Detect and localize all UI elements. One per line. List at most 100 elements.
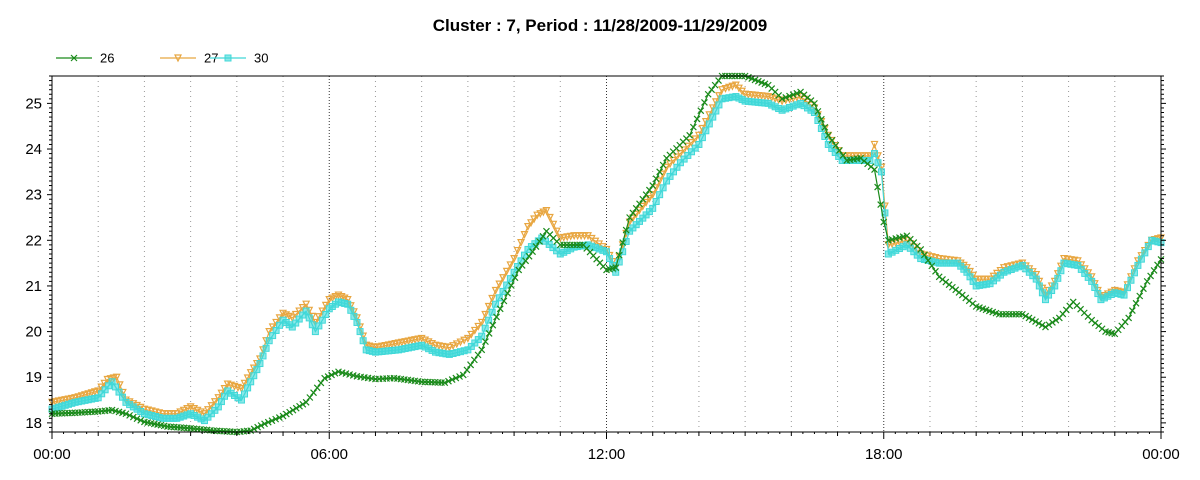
data-point (331, 292, 340, 301)
data-point (510, 254, 519, 263)
chart-title: Cluster : 7, Period : 11/28/2009-11/29/2… (433, 16, 768, 35)
data-point (811, 99, 818, 107)
data-point (824, 131, 832, 139)
data-point (1025, 314, 1033, 322)
series-layer (48, 72, 1165, 436)
data-point (1054, 274, 1062, 282)
data-point (489, 321, 497, 329)
data-point (240, 379, 249, 388)
data-point (467, 330, 476, 339)
data-point (821, 123, 829, 131)
x-tick-label: 18:00 (865, 446, 903, 463)
data-point (331, 369, 339, 377)
legend: 26 27 30 (56, 51, 268, 66)
data-point (254, 423, 262, 431)
data-point (478, 332, 486, 340)
data-point (615, 251, 623, 259)
data-point (527, 219, 535, 228)
data-point (122, 410, 130, 418)
data-point (1137, 255, 1145, 263)
data-point (636, 200, 643, 208)
legend-item: 27 (160, 51, 218, 66)
data-point (920, 251, 928, 259)
data-point (70, 54, 78, 62)
data-point (645, 186, 653, 194)
data-point (924, 256, 932, 264)
data-point (224, 54, 232, 62)
data-point (899, 237, 908, 246)
data-point (210, 398, 219, 407)
data-point (328, 371, 335, 379)
data-point (518, 261, 526, 269)
data-point (1128, 307, 1136, 315)
data-point (871, 150, 879, 158)
data-point (642, 198, 651, 207)
data-point (676, 159, 684, 167)
data-point (1144, 243, 1152, 251)
data-point (485, 316, 493, 324)
data-point (272, 415, 280, 423)
data-point (832, 141, 840, 149)
data-point (1022, 312, 1030, 320)
data-point (179, 406, 188, 415)
data-point (174, 54, 182, 63)
data-point (632, 204, 640, 212)
data-point (515, 266, 523, 274)
x-axis-labels: 00:00 06:00 12:00 18:00 00:00 (33, 446, 1180, 463)
data-point (322, 310, 330, 318)
data-point (687, 139, 696, 147)
data-point (279, 412, 287, 420)
data-point (709, 113, 717, 121)
data-point (484, 302, 493, 311)
data-point (264, 418, 272, 426)
y-tick-label: 20 (25, 324, 42, 341)
y-tick-label: 21 (25, 278, 42, 295)
data-point (533, 211, 542, 220)
data-point (817, 115, 825, 123)
data-point (488, 308, 496, 316)
data-point (506, 261, 515, 270)
data-point (282, 311, 291, 320)
data-point (183, 405, 192, 413)
data-point (474, 351, 482, 359)
data-point (612, 264, 620, 272)
data-point (606, 255, 614, 263)
data-point (247, 378, 255, 386)
y-tick-label: 24 (25, 141, 42, 158)
data-point (87, 389, 96, 398)
data-point (866, 156, 874, 164)
data-point (1120, 291, 1128, 299)
data-point (84, 390, 93, 399)
data-point (315, 322, 323, 330)
data-point (470, 356, 478, 364)
data-point (711, 81, 719, 89)
data-point (203, 406, 212, 415)
y-axis-labels: 18 19 20 21 22 23 24 25 (25, 95, 42, 431)
data-point (559, 233, 568, 242)
data-point (622, 226, 630, 234)
data-point (445, 377, 452, 385)
data-point (1136, 292, 1144, 300)
data-point (1038, 289, 1046, 297)
data-point (1154, 261, 1161, 269)
data-point (786, 92, 793, 100)
data-point (612, 268, 620, 276)
data-point (302, 307, 310, 315)
data-point (728, 82, 737, 91)
data-point (1052, 316, 1060, 324)
data-point (712, 107, 720, 115)
data-point (689, 123, 697, 131)
data-point (467, 361, 475, 369)
data-point (250, 372, 258, 380)
data-point (871, 166, 878, 173)
data-point (296, 402, 303, 410)
data-point (688, 148, 696, 156)
data-point (81, 391, 89, 400)
data-point (669, 156, 678, 165)
data-point (262, 344, 270, 352)
data-point (1134, 261, 1142, 269)
data-point (563, 233, 572, 242)
data-point (1035, 282, 1043, 290)
data-point (292, 404, 300, 412)
data-point (1048, 319, 1056, 326)
